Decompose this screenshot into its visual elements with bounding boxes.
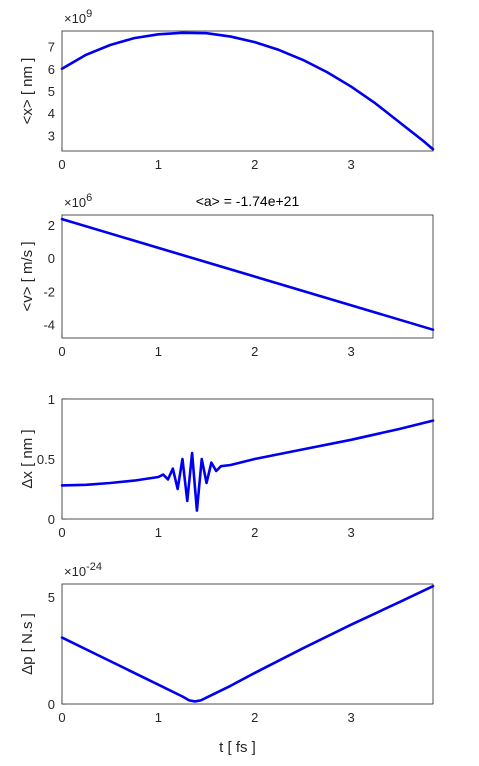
y-tick-label: 0 (48, 512, 55, 527)
exponent-label: ×10-24 (64, 561, 102, 579)
y-tick-labels: -4 -2 0 2 (43, 218, 55, 333)
y-tick-labels: 05 (48, 590, 55, 712)
x-tick-label: 1 (155, 525, 162, 540)
exponent-label: ×106 (64, 192, 92, 210)
x-tick-label: 2 (251, 525, 258, 540)
y-tick-label: 4 (48, 106, 55, 121)
x-tick-label: 1 (155, 157, 162, 172)
exponent-label: ×109 (64, 8, 92, 26)
y-tick-label: 1 (48, 392, 55, 407)
y-tick-label: 7 (48, 40, 55, 55)
x-tick-label: 0 (58, 710, 65, 725)
x-tick-label: 0 (58, 157, 65, 172)
y-tick-label: 5 (48, 590, 55, 605)
y-tick-labels: 3 4 5 6 7 (48, 40, 55, 144)
x-tick-label: 3 (347, 344, 354, 359)
x-axis-label: t [ fs ] (219, 739, 256, 756)
y-tick-label: 0 (48, 251, 55, 266)
axes-box (62, 31, 433, 151)
y-tick-labels: 00.51 (37, 392, 55, 527)
y-tick-label: -2 (43, 284, 55, 299)
x-tick-label: 3 (347, 157, 354, 172)
y-axis-label: <v> [ m/s ] (19, 241, 36, 311)
y-tick-label: 6 (48, 62, 55, 77)
y-axis-label: <x> [ nm ] (19, 58, 36, 125)
y-axis-label: Δx [ nm ] (19, 429, 36, 488)
panel-velocity: 0 1 2 3 -4 -2 0 2 <v> [ m/s ] ×106 <a> = -1.74… (19, 192, 433, 359)
axes-box (62, 215, 433, 338)
y-tick-label: 5 (48, 84, 55, 99)
panel-x-position: 0 1 2 3 3 4 5 6 7 <x> [ nm ] ×109 (19, 8, 433, 172)
chart-title: <a> = -1.74e+21 (196, 193, 300, 209)
x-tick-label: 0 (58, 344, 65, 359)
y-tick-label: 0 (48, 697, 55, 712)
x-tick-label: 3 (347, 710, 354, 725)
y-tick-label: 0.5 (37, 452, 55, 467)
x-tick-labels: 0 1 2 3 (58, 525, 354, 540)
y-axis-label: Δp [ N.s ] (19, 613, 36, 675)
x-tick-labels: 0 1 2 3 (58, 157, 354, 172)
x-tick-labels: 0 1 2 3 (58, 344, 354, 359)
y-tick-label: -4 (43, 318, 55, 333)
x-tick-label: 0 (58, 525, 65, 540)
x-tick-labels: 0 1 2 3 (58, 710, 354, 725)
y-tick-label: 3 (48, 128, 55, 143)
x-tick-label: 1 (155, 344, 162, 359)
axes-box (62, 584, 433, 704)
x-tick-label: 3 (347, 525, 354, 540)
x-tick-label: 2 (251, 344, 258, 359)
x-tick-label: 2 (251, 710, 258, 725)
axes-box (62, 399, 433, 519)
x-tick-label: 1 (155, 710, 162, 725)
y-tick-label: 2 (48, 218, 55, 233)
x-tick-label: 2 (251, 157, 258, 172)
